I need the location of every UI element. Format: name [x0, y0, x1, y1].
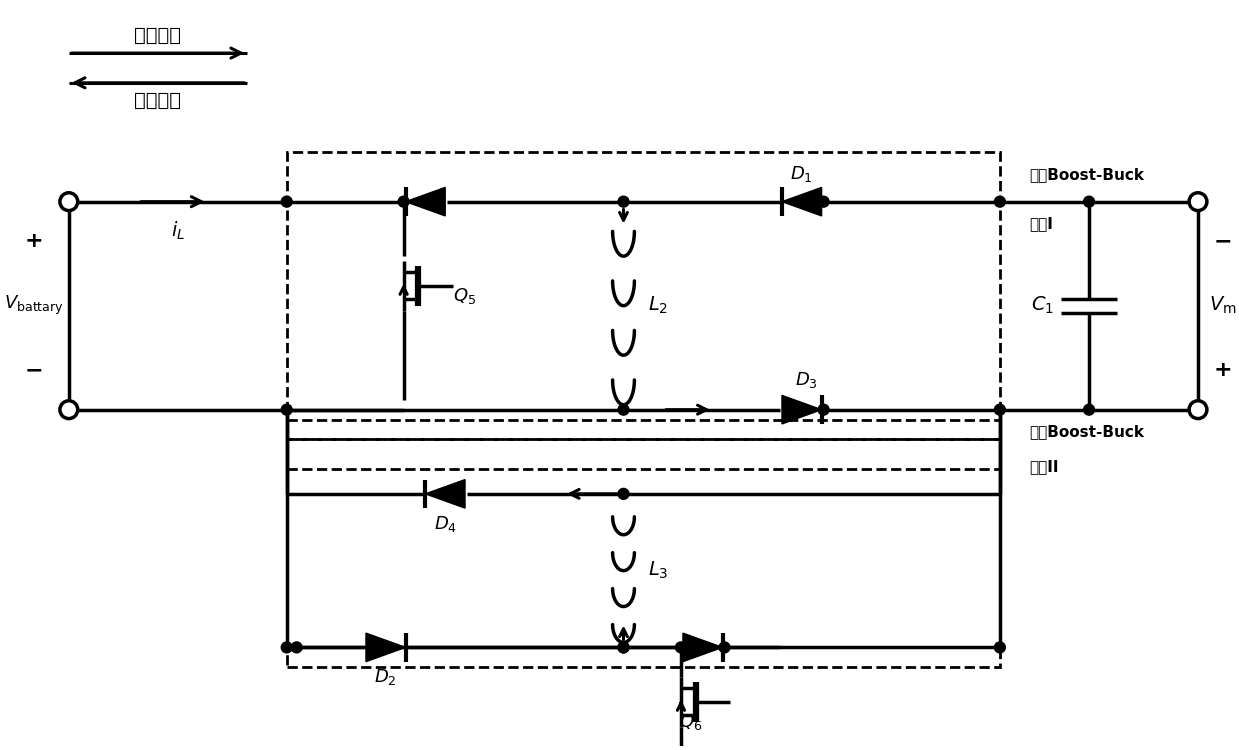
- Bar: [286, 152, 1000, 419]
- Text: 反向功率: 反向功率: [135, 91, 181, 110]
- Circle shape: [1189, 400, 1207, 418]
- Text: $Q_6$: $Q_6$: [679, 712, 703, 732]
- Circle shape: [398, 196, 409, 207]
- Circle shape: [59, 193, 78, 211]
- Text: +: +: [25, 231, 43, 251]
- Text: $i_{L}$: $i_{L}$: [171, 220, 185, 242]
- Text: −: −: [1213, 231, 1232, 251]
- Text: 电路II: 电路II: [1030, 459, 1059, 474]
- Circle shape: [818, 404, 829, 415]
- Circle shape: [618, 642, 629, 652]
- Circle shape: [995, 404, 1005, 415]
- Polygon shape: [683, 633, 722, 662]
- Text: $L_2$: $L_2$: [648, 295, 668, 316]
- Text: 并联Boost-Buck: 并联Boost-Buck: [1030, 424, 1145, 439]
- Circle shape: [995, 642, 1005, 652]
- Circle shape: [719, 642, 730, 652]
- Circle shape: [291, 642, 302, 652]
- Text: 电路I: 电路I: [1030, 217, 1053, 232]
- Circle shape: [818, 196, 829, 207]
- Text: 并联Boost-Buck: 并联Boost-Buck: [1030, 166, 1145, 182]
- Circle shape: [1084, 196, 1094, 207]
- Circle shape: [618, 642, 629, 652]
- Text: $V_{\mathrm{battary}}$: $V_{\mathrm{battary}}$: [4, 294, 64, 317]
- Text: $D_3$: $D_3$: [795, 370, 818, 390]
- Circle shape: [675, 642, 686, 652]
- Text: $L_3$: $L_3$: [648, 560, 669, 581]
- Polygon shape: [782, 395, 821, 424]
- Circle shape: [618, 196, 629, 207]
- Circle shape: [1084, 404, 1094, 415]
- Circle shape: [281, 404, 292, 415]
- Text: −: −: [25, 360, 43, 380]
- Circle shape: [1189, 193, 1207, 211]
- Circle shape: [618, 488, 629, 500]
- Polygon shape: [405, 188, 445, 216]
- Text: $V_{\mathrm{m}}$: $V_{\mathrm{m}}$: [1209, 295, 1237, 316]
- Text: $D_4$: $D_4$: [434, 514, 457, 534]
- Polygon shape: [366, 633, 405, 662]
- Bar: [286, 440, 1000, 668]
- Polygon shape: [425, 479, 465, 508]
- Text: 正向功率: 正向功率: [135, 26, 181, 45]
- Polygon shape: [782, 188, 821, 216]
- Circle shape: [995, 196, 1005, 207]
- Circle shape: [618, 404, 629, 415]
- Circle shape: [281, 196, 292, 207]
- Text: $Q_5$: $Q_5$: [453, 286, 476, 306]
- Text: $D_1$: $D_1$: [790, 164, 813, 184]
- Circle shape: [59, 400, 78, 418]
- Circle shape: [281, 642, 292, 652]
- Text: $D_2$: $D_2$: [374, 668, 396, 687]
- Text: +: +: [1213, 360, 1232, 380]
- Text: $C_1$: $C_1$: [1031, 295, 1054, 316]
